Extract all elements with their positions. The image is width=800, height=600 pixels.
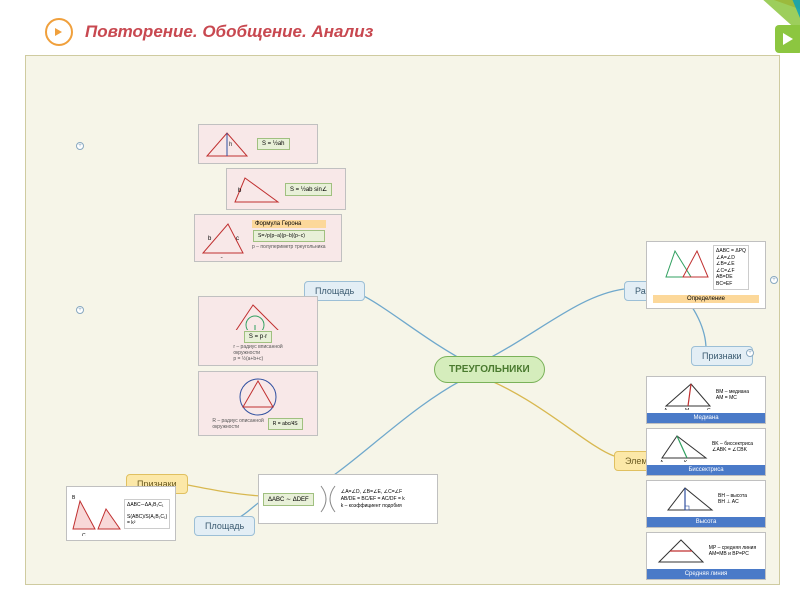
card-title: Средняя линия [647, 569, 765, 579]
note: r – радиус вписанной окружности p = ½(a+… [233, 344, 282, 362]
bracket-icon [319, 484, 337, 514]
expand-icon[interactable]: + [770, 276, 778, 284]
card-text: BH – высота BH ⊥ AC [718, 493, 747, 505]
expand-icon[interactable]: + [76, 306, 84, 314]
card-median: A M C BM – медиана AM = MC Медиана [646, 376, 766, 424]
note: R – радиус описанной окружности [212, 418, 263, 430]
mindmap-canvas: ТРЕУГОЛЬНИКИ Площадь Равенство Подобие Э… [25, 55, 780, 585]
card-equality-def: ΔABC = ΔPQ∠A=∠D∠B=∠E∠C=∠FAB=DEBC=EF Опре… [646, 241, 766, 309]
card-text: BK – биссектриса ∠ABK = ∠CBK [712, 441, 753, 453]
svg-text:K: K [684, 460, 688, 462]
arrow-icon [45, 18, 73, 46]
card-title: Формула Герона [252, 220, 326, 228]
formula: S=√p(p−a)(p−b)(p−c) [253, 230, 325, 242]
card-title: Определение [653, 295, 759, 303]
triangle-circum-icon [231, 375, 286, 417]
note: p – полупериметр треугольника [252, 244, 326, 250]
svg-text:c: c [236, 236, 239, 242]
formula: S = ½ah [257, 138, 290, 150]
triangle-icon: h [202, 128, 252, 160]
card-height: BH – высота BH ⊥ AC Высота [646, 480, 766, 528]
svg-text:b: b [208, 236, 212, 242]
midline-icon [656, 536, 706, 566]
node-center[interactable]: ТРЕУГОЛЬНИКИ [434, 356, 545, 383]
triangle-icon: ba [230, 172, 280, 206]
svg-text:M: M [685, 408, 689, 410]
card-title: Биссектриса [647, 465, 765, 475]
formula: R = abc/4S [268, 418, 303, 430]
card-area-sin: ba S = ½ab sin∠ [226, 168, 346, 210]
card-midline: MP – средняя линия AM=MB и BP=PC Средняя… [646, 532, 766, 580]
triangle-icon: a b c [198, 218, 248, 258]
formula-detail: ∠A=∠D, ∠B=∠E, ∠C=∠F AB/DE = BC/EF = AC/D… [341, 489, 405, 510]
formula: S = ½ab sin∠ [285, 183, 332, 196]
card-title: Высота [647, 517, 765, 527]
card-similarity-area: BC ΔABC∼ΔA₁B₁C₁S(ABC)/S(A₁B₁C₁)= k² [66, 486, 176, 541]
median-icon: AMC [663, 380, 713, 410]
card-text: MP – средняя линия AM=MB и BP=PC [709, 545, 756, 557]
formula: ΔABC ∼ ΔDEF [263, 493, 314, 506]
card-similarity-def: ΔABC ∼ ΔDEF ∠A=∠D, ∠B=∠E, ∠C=∠F AB/DE = … [258, 474, 438, 524]
card-inscribed: S = p·r r – радиус вписанной окружности … [198, 296, 318, 366]
svg-text:A: A [664, 408, 668, 410]
bisector-icon: AK [659, 432, 709, 462]
svg-text:C: C [707, 408, 711, 410]
expand-icon[interactable]: + [746, 349, 754, 357]
card-text: BM – медиана AM = MC [716, 389, 749, 401]
card-circumscribed: R – радиус описанной окружности R = abc/… [198, 371, 318, 436]
svg-text:B: B [72, 495, 76, 501]
card-bisector: AK BK – биссектриса ∠ABK = ∠CBK Биссектр… [646, 428, 766, 476]
card-heron: a b c Формула Герона S=√p(p−a)(p−b)(p−c) p… [194, 214, 342, 262]
triangle-pair-icon [663, 245, 711, 283]
svg-text:b: b [238, 188, 242, 194]
node-area-similarity[interactable]: Площадь [194, 516, 255, 536]
svg-text:A: A [660, 460, 664, 462]
formula: S = p·r [244, 331, 272, 343]
height-icon [665, 484, 715, 514]
svg-text:a: a [220, 257, 224, 258]
svg-text:C: C [82, 533, 86, 536]
expand-icon[interactable]: + [76, 142, 84, 150]
header: Повторение. Обобщение. Анализ [45, 18, 373, 46]
page-title: Повторение. Обобщение. Анализ [85, 22, 373, 42]
triangle-inscribed-icon [228, 300, 288, 330]
card-title: Медиана [647, 413, 765, 423]
node-signs-equality[interactable]: Признаки [691, 346, 753, 366]
card-area-basic: h S = ½ah [198, 124, 318, 164]
svg-text:h: h [229, 142, 232, 148]
triangle-pair-icon: BC [70, 491, 122, 536]
